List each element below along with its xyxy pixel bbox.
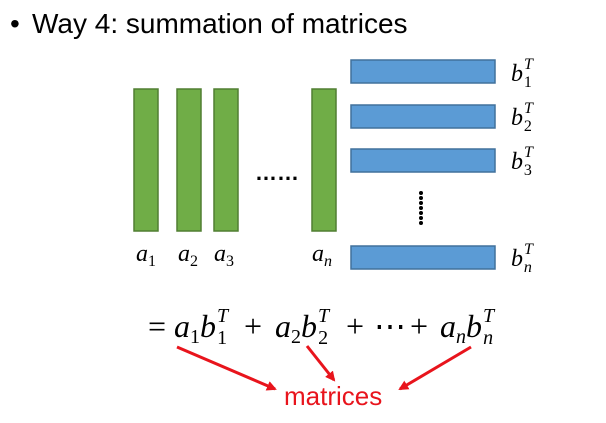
column-vector-a1	[133, 88, 159, 232]
plus-sign-3: +	[410, 308, 428, 344]
arrow-right	[398, 345, 472, 391]
column-label-an: an	[312, 241, 332, 270]
column-vector-a2	[176, 88, 202, 232]
column-label-a2: a2	[178, 241, 198, 270]
row-label-b2: bT 2	[511, 100, 534, 135]
plus-sign-2: +	[346, 308, 364, 344]
term-a1b1: a1bT 1	[174, 305, 230, 349]
horizontal-ellipsis: ……	[255, 160, 299, 185]
equation: = a1bT 1 + a2bT 2 + ⋯ + anbT n	[148, 305, 496, 349]
title-bullet: •	[10, 8, 20, 39]
column-label-a1: a1	[136, 241, 156, 270]
arrow-left	[176, 345, 277, 391]
column-label-a3: a3	[214, 241, 234, 270]
page-title: Way 4: summation of matrices	[32, 8, 408, 39]
term-a2b2: a2bT 2	[275, 305, 331, 349]
row-vector-bn	[350, 245, 496, 270]
term-anbn: anbT n	[440, 305, 496, 349]
cdots: ⋯	[374, 308, 406, 344]
row-vector-b2	[350, 104, 496, 129]
arrow-middle	[305, 345, 336, 382]
row-label-bn: bT n	[511, 241, 534, 276]
equals-sign: =	[148, 308, 166, 344]
row-label-b1: bT 1	[511, 56, 534, 91]
plus-sign-1: +	[244, 308, 262, 344]
row-vector-b1	[350, 59, 496, 84]
column-vector-a3	[213, 88, 239, 232]
result-label: matrices	[284, 381, 382, 411]
row-label-b3: bT 3	[511, 144, 534, 179]
vertical-ellipsis	[419, 191, 423, 225]
column-vector-an	[311, 88, 337, 232]
row-vector-b3	[350, 148, 496, 173]
